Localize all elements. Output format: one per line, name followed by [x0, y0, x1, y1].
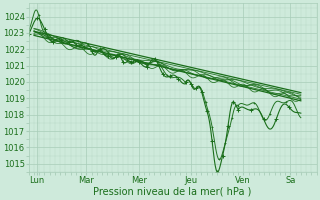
X-axis label: Pression niveau de la mer( hPa ): Pression niveau de la mer( hPa ) [93, 187, 252, 197]
